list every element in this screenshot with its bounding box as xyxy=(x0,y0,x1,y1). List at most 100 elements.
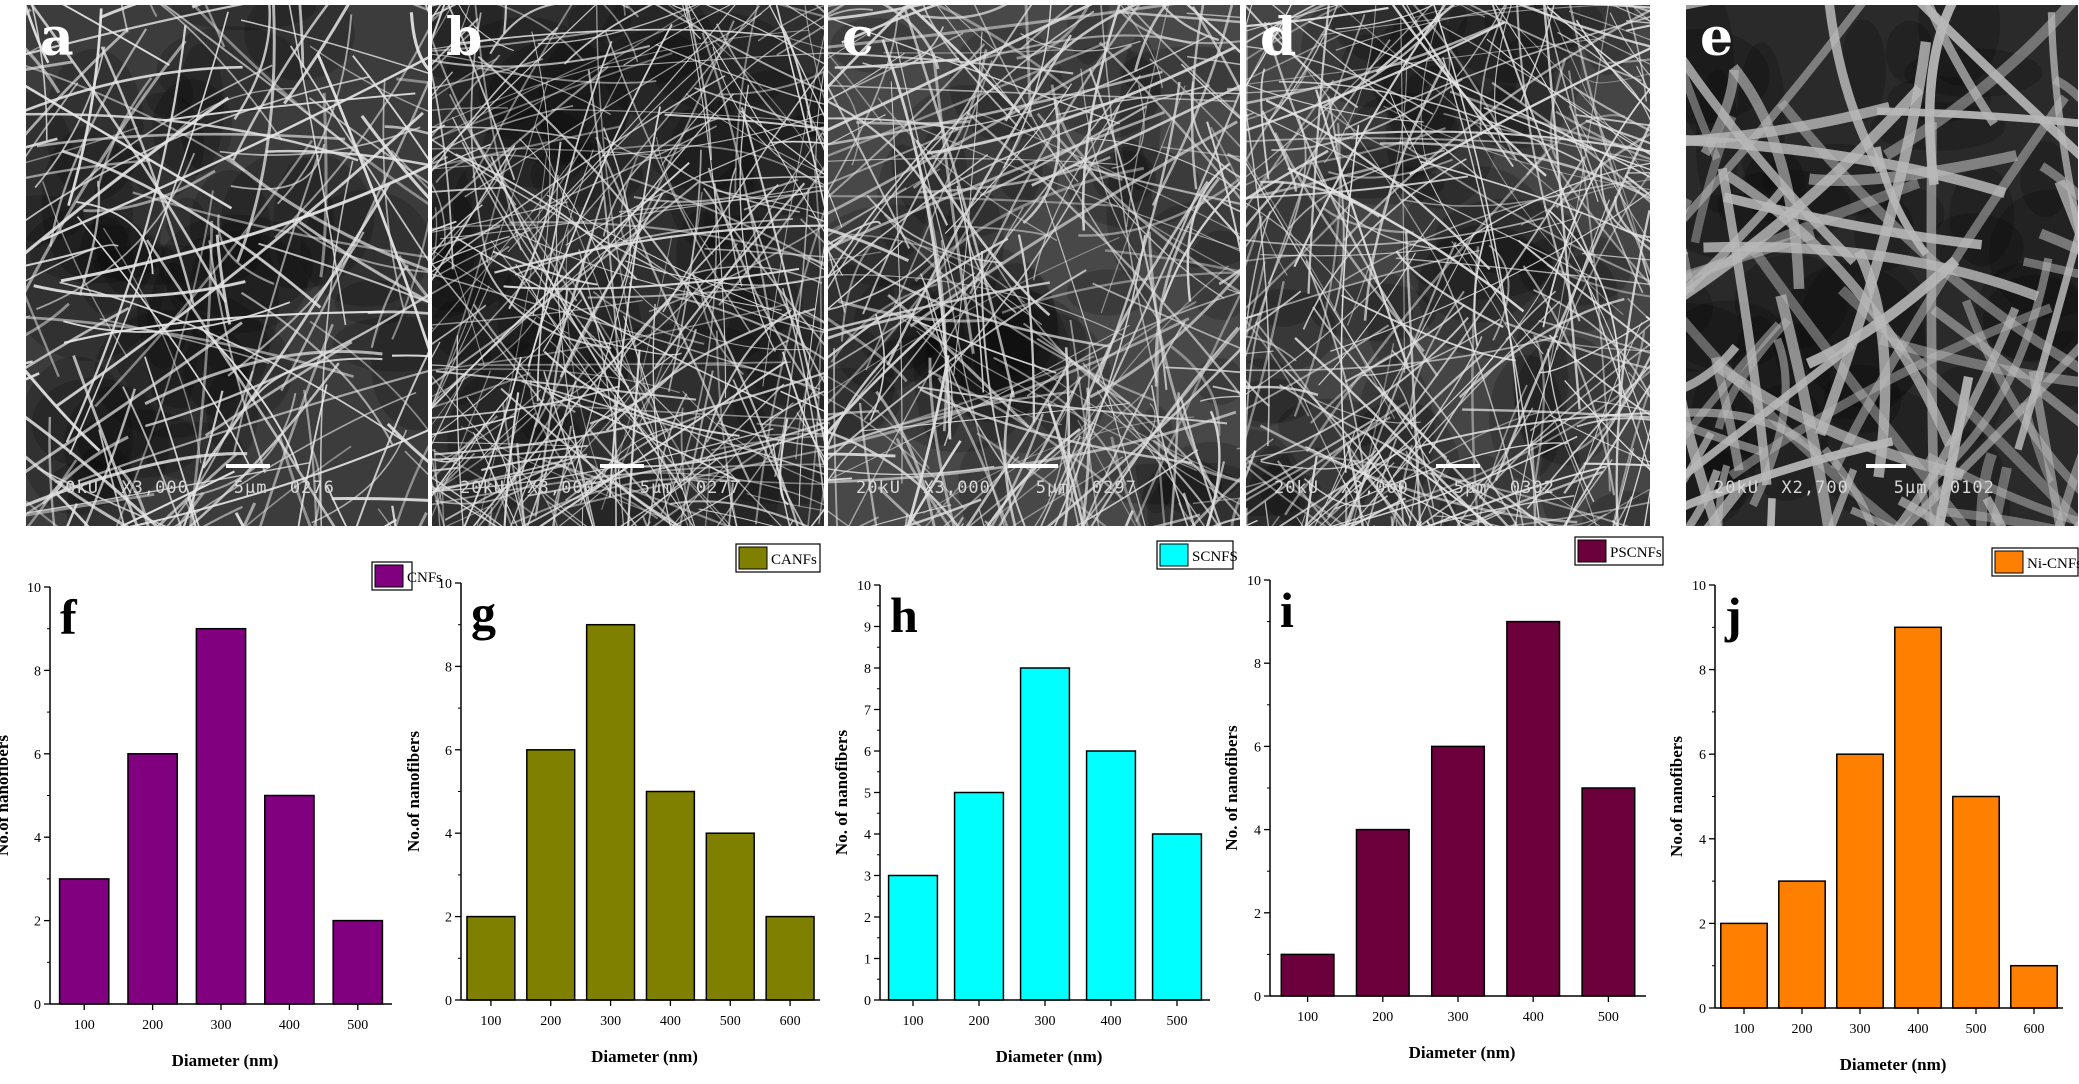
sem-panel-d: d 20kU X3,000 5μm 0302 xyxy=(1246,5,1650,526)
y-tick-label-i: 6 xyxy=(1254,740,1261,755)
bar-g-300 xyxy=(585,623,636,1001)
legend-j: Ni-CNFs xyxy=(1991,547,2079,577)
x-tick-label-j-100: 100 xyxy=(1734,1022,1755,1037)
legend-label-i: PSCNFs xyxy=(1610,545,1662,561)
x-tick-label-f-100: 100 xyxy=(74,1018,95,1033)
y-axis-title-f: No.of nanofibers xyxy=(0,735,12,856)
scale-bar-e xyxy=(1866,464,1906,468)
bar-f-400 xyxy=(264,794,315,1005)
y-tick-label-g: 2 xyxy=(445,911,452,926)
y-tick-label-i: 4 xyxy=(1254,824,1261,839)
chart-i-svg: 0 2 4 6 8 10 100 200 300 400 500 Diameter (nm) No. o… xyxy=(1222,536,1664,1062)
sem-panel-b: b 20kU X3,000 5μm 0277 xyxy=(432,5,824,526)
sem-image-c xyxy=(828,5,1240,526)
y-tick-label-g: 4 xyxy=(445,827,452,842)
sem-image-d xyxy=(1246,5,1650,526)
sem-panel-c: c 20kU X3,000 5μm 0297 xyxy=(828,5,1240,526)
x-tick-label-g-600: 600 xyxy=(780,1014,801,1029)
x-tick-label-j-600: 600 xyxy=(2024,1022,2045,1037)
x-tick-label-h-300: 300 xyxy=(1035,1014,1056,1029)
x-tick-label-g-400: 400 xyxy=(660,1014,681,1029)
x-tick-label-g-200: 200 xyxy=(540,1014,561,1029)
bar-h-100 xyxy=(887,874,939,1001)
x-tick-label-f-200: 200 xyxy=(142,1018,163,1033)
panel-letter-d: d xyxy=(1260,7,1297,68)
legend-swatch-h xyxy=(1159,543,1189,567)
chart-h-plot: 0 1 2 3 4 5 6 7 8 9 10 100 200 300 400 500 Diameter (nm)… xyxy=(832,540,1238,1066)
legend-label-f: CNFs xyxy=(407,570,442,586)
legend-label-g: CANFs xyxy=(771,552,817,568)
x-tick-label-i-100: 100 xyxy=(1297,1010,1318,1025)
sem-info-a: 20kU X3,000 5μm 0276 xyxy=(54,478,335,498)
chart-h-svg: 0 1 2 3 4 5 6 7 8 9 10 100 200 300 400 500 Diameter (nm)… xyxy=(832,540,1238,1066)
legend-swatch-i xyxy=(1577,539,1607,563)
bar-g-200 xyxy=(526,749,576,1001)
chart-h: 0 1 2 3 4 5 6 7 8 9 10 100 200 300 400 500 Diameter (nm)… xyxy=(830,530,1238,1084)
chart-f-svg: 0 2 4 6 8 10 100 200 300 400 500 Diameter (nm) No.of… xyxy=(0,561,442,1070)
x-tick-label-i-300: 300 xyxy=(1448,1010,1469,1025)
panel-letter-e: e xyxy=(1700,7,1734,68)
y-tick-label-j: 2 xyxy=(1699,917,1706,932)
bar-j-400 xyxy=(1894,626,1942,1009)
bar-i-400 xyxy=(1506,620,1561,997)
bar-i-300 xyxy=(1430,745,1486,997)
y-tick-label-f: 8 xyxy=(34,664,41,679)
bar-f-300 xyxy=(195,627,247,1005)
legend-swatch-g xyxy=(738,546,768,570)
sem-info-e: 20kU X2,700 5μm 0102 xyxy=(1714,478,1995,498)
sem-image-b xyxy=(432,5,824,526)
x-tick-label-j-300: 300 xyxy=(1850,1022,1871,1037)
bar-j-300 xyxy=(1836,753,1884,1009)
x-tick-label-f-400: 400 xyxy=(279,1018,300,1033)
x-tick-label-i-500: 500 xyxy=(1598,1010,1619,1025)
bar-j-100 xyxy=(1720,922,1768,1009)
legend-h: SCNFS xyxy=(1156,540,1238,570)
panel-letter-c: c xyxy=(842,7,874,68)
y-tick-label-h: 6 xyxy=(864,745,871,760)
bar-i-200 xyxy=(1355,828,1410,997)
x-tick-label-g-500: 500 xyxy=(720,1014,741,1029)
y-axis-title-i: No. of nanofibers xyxy=(1222,725,1241,851)
x-axis-title-h: Diameter (nm) xyxy=(996,1047,1103,1066)
x-tick-label-h-400: 400 xyxy=(1101,1014,1122,1029)
chart-f: 0 2 4 6 8 10 100 200 300 400 500 Diameter (nm) No.of… xyxy=(0,530,442,1084)
y-tick-label-f: 0 xyxy=(34,998,41,1013)
sem-panel-a: a 20kU X3,000 5μm 0276 xyxy=(26,5,428,526)
x-tick-label-f-300: 300 xyxy=(211,1018,232,1033)
bar-h-400 xyxy=(1085,750,1137,1001)
y-tick-label-f: 2 xyxy=(34,915,41,930)
bar-j-500 xyxy=(1952,795,2000,1009)
x-axis-title-j: Diameter (nm) xyxy=(1840,1055,1947,1074)
y-tick-label-h: 10 xyxy=(857,579,871,594)
y-tick-label-i: 8 xyxy=(1254,657,1261,672)
y-tick-label-i: 0 xyxy=(1254,990,1261,1005)
y-tick-label-h: 4 xyxy=(864,828,871,843)
bar-f-200 xyxy=(127,753,178,1005)
y-tick-label-j: 8 xyxy=(1699,664,1706,679)
legend-swatch-f xyxy=(374,564,404,588)
chart-letter-i: i xyxy=(1280,582,1294,638)
chart-j-plot: 0 2 4 6 8 10 100 200 300 400 500 600 Diameter (nm) No… xyxy=(1667,547,2079,1074)
y-tick-label-h: 3 xyxy=(864,870,871,885)
legend-swatch-j xyxy=(1994,550,2024,574)
y-tick-label-i: 10 xyxy=(1247,574,1261,589)
y-axis-title-g: No.of nanofibers xyxy=(404,731,423,852)
x-tick-label-j-400: 400 xyxy=(1908,1022,1929,1037)
x-tick-label-g-100: 100 xyxy=(480,1014,501,1029)
y-tick-label-j: 6 xyxy=(1699,748,1706,763)
x-tick-label-f-500: 500 xyxy=(347,1018,368,1033)
chart-g-svg: 0 2 4 6 8 10 100 200 300 400 500 600 Diameter (nm) No… xyxy=(404,543,821,1066)
x-axis-title-i: Diameter (nm) xyxy=(1409,1043,1516,1062)
x-tick-label-j-500: 500 xyxy=(1966,1022,1987,1037)
chart-j-svg: 0 2 4 6 8 10 100 200 300 400 500 600 Diameter (nm) No… xyxy=(1667,547,2079,1074)
y-tick-label-g: 0 xyxy=(445,994,452,1009)
sem-image-a xyxy=(26,5,428,526)
chart-g: 0 2 4 6 8 10 100 200 300 400 500 600 Diameter (nm) No… xyxy=(404,530,825,1084)
legend-i: PSCNFs xyxy=(1574,536,1664,566)
legend-g: CANFs xyxy=(735,543,821,573)
y-tick-label-h: 0 xyxy=(864,994,871,1009)
chart-j: 0 2 4 6 8 10 100 200 300 400 500 600 Diameter (nm) No… xyxy=(1665,530,2079,1084)
bar-j-200 xyxy=(1778,880,1826,1009)
panel-letter-a: a xyxy=(40,7,74,68)
y-tick-label-f: 4 xyxy=(34,831,41,846)
